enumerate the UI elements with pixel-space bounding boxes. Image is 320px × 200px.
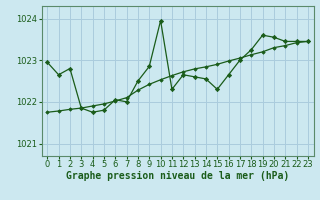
X-axis label: Graphe pression niveau de la mer (hPa): Graphe pression niveau de la mer (hPa) — [66, 171, 289, 181]
